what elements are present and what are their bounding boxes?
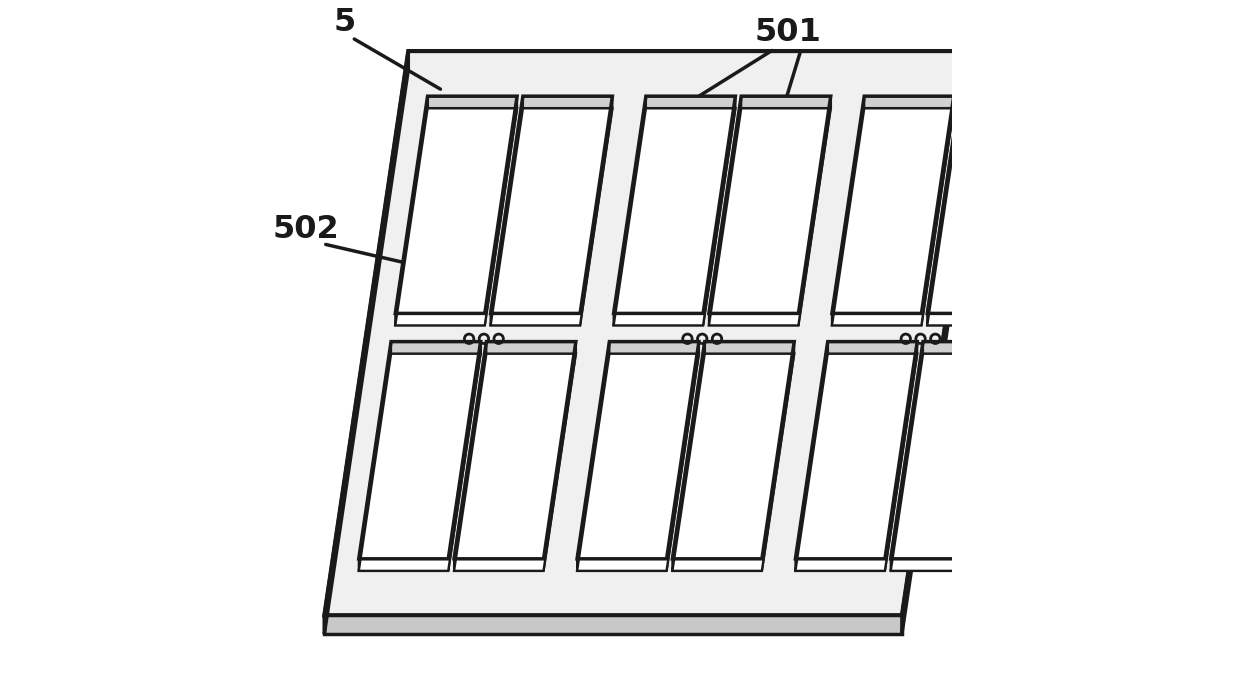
Polygon shape	[454, 354, 576, 571]
Polygon shape	[359, 342, 391, 571]
Polygon shape	[491, 96, 523, 326]
Polygon shape	[927, 108, 1049, 326]
Polygon shape	[491, 108, 613, 326]
Polygon shape	[864, 96, 954, 108]
Polygon shape	[396, 96, 428, 326]
Polygon shape	[396, 108, 517, 326]
Polygon shape	[614, 96, 646, 326]
Polygon shape	[827, 342, 917, 354]
Polygon shape	[709, 108, 831, 326]
Polygon shape	[324, 615, 901, 634]
Text: 502: 502	[272, 213, 339, 244]
Polygon shape	[741, 96, 831, 108]
Polygon shape	[1017, 96, 1049, 326]
Polygon shape	[927, 96, 959, 326]
Polygon shape	[799, 96, 831, 326]
Text: 501: 501	[755, 17, 821, 48]
Polygon shape	[890, 342, 924, 571]
Polygon shape	[795, 354, 917, 571]
Polygon shape	[672, 354, 794, 571]
Polygon shape	[577, 354, 699, 571]
Polygon shape	[762, 342, 794, 571]
Polygon shape	[705, 342, 794, 354]
Polygon shape	[359, 354, 481, 571]
Polygon shape	[885, 342, 917, 571]
Polygon shape	[577, 342, 609, 571]
Polygon shape	[667, 342, 699, 571]
Polygon shape	[324, 51, 408, 634]
Polygon shape	[614, 108, 735, 326]
Polygon shape	[709, 96, 741, 326]
Polygon shape	[890, 354, 1012, 571]
Polygon shape	[580, 96, 613, 326]
Polygon shape	[609, 342, 699, 354]
Polygon shape	[924, 342, 1012, 354]
Polygon shape	[523, 96, 613, 108]
Polygon shape	[454, 342, 486, 571]
Polygon shape	[324, 51, 986, 615]
Polygon shape	[485, 96, 517, 326]
Polygon shape	[795, 342, 827, 571]
Polygon shape	[486, 342, 576, 354]
Polygon shape	[832, 96, 864, 326]
Polygon shape	[672, 342, 705, 571]
Polygon shape	[391, 342, 481, 354]
Polygon shape	[544, 342, 576, 571]
Polygon shape	[959, 96, 1049, 108]
Polygon shape	[921, 96, 954, 326]
Polygon shape	[449, 342, 481, 571]
Polygon shape	[901, 51, 986, 634]
Polygon shape	[980, 342, 1012, 571]
Text: 5: 5	[333, 7, 355, 38]
Polygon shape	[703, 96, 735, 326]
Polygon shape	[428, 96, 517, 108]
Polygon shape	[646, 96, 735, 108]
Polygon shape	[832, 108, 954, 326]
